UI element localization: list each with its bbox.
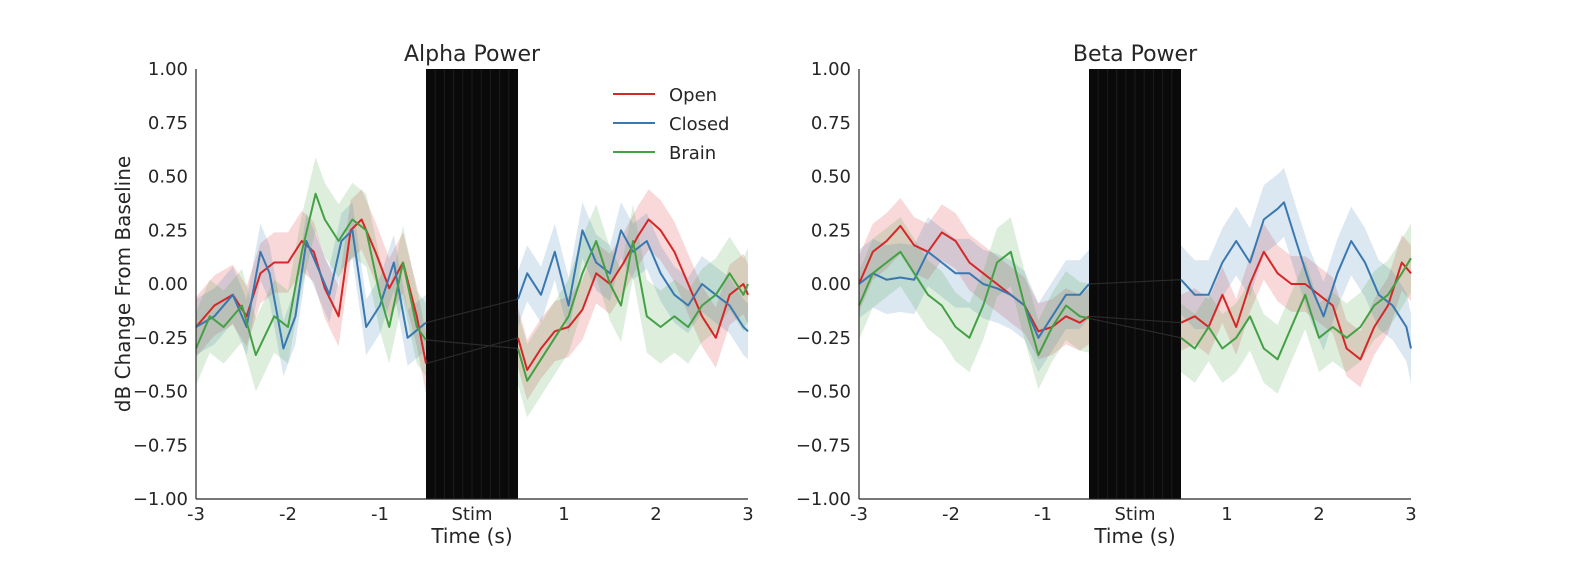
y-tick-label: −0.25 [796,328,851,349]
panel-beta-power: −1.00 −0.75 −0.50 −0.25 0.00 0.25 0.50 0.75 1.00… [796,42,1417,548]
x-tick-label: 3 [742,504,753,525]
y-tick-label: −1.00 [133,489,188,510]
x-tick-label: -2 [942,504,960,525]
x-tick-label: -3 [850,504,868,525]
x-tick-label: 2 [650,504,661,525]
legend-label-closed: Closed [669,114,729,135]
y-tick-label: 0.75 [811,113,851,134]
legend: Open Closed Brain [613,85,729,164]
y-tick-label: 1.00 [148,59,188,80]
x-tick-label: Stim [451,504,492,525]
x-tick-label: 1 [558,504,569,525]
chart-title: Alpha Power [404,42,541,67]
x-tick-label: 1 [1221,504,1232,525]
x-tick-label: 2 [1313,504,1324,525]
x-axis-label: Time (s) [430,524,512,548]
y-tick-label: −0.50 [796,382,851,403]
x-tick-label: Stim [1114,504,1155,525]
y-tick-label: −0.25 [133,328,188,349]
y-tick-label: −0.75 [133,435,188,456]
chart-title: Beta Power [1073,42,1198,67]
legend-label-brain: Brain [669,143,716,164]
y-axis-label: dB Change From Baseline [111,156,135,412]
y-tick-label: 1.00 [811,59,851,80]
x-tick-label: -3 [187,504,205,525]
y-tick-label: 0.50 [811,167,851,188]
legend-label-open: Open [669,85,717,106]
x-tick-label: 3 [1405,504,1416,525]
y-tick-label: 0.75 [148,113,188,134]
y-tick-label: 0.50 [148,167,188,188]
x-axis-label: Time (s) [1093,524,1175,548]
y-tick-label: 0.00 [811,274,851,295]
y-tick-label: −1.00 [796,489,851,510]
x-tick-label: -1 [1034,504,1052,525]
y-tick-label: 0.25 [148,220,188,241]
y-tick-label: −0.50 [133,382,188,403]
panel-alpha-power: −1.00 −0.75 −0.50 −0.25 0.00 0.25 0.50 0.75 1.00… [133,42,754,548]
y-tick-label: 0.00 [148,274,188,295]
y-tick-label: 0.25 [811,220,851,241]
y-tick-label: −0.75 [796,435,851,456]
x-tick-label: -1 [371,504,389,525]
x-tick-label: -2 [279,504,297,525]
